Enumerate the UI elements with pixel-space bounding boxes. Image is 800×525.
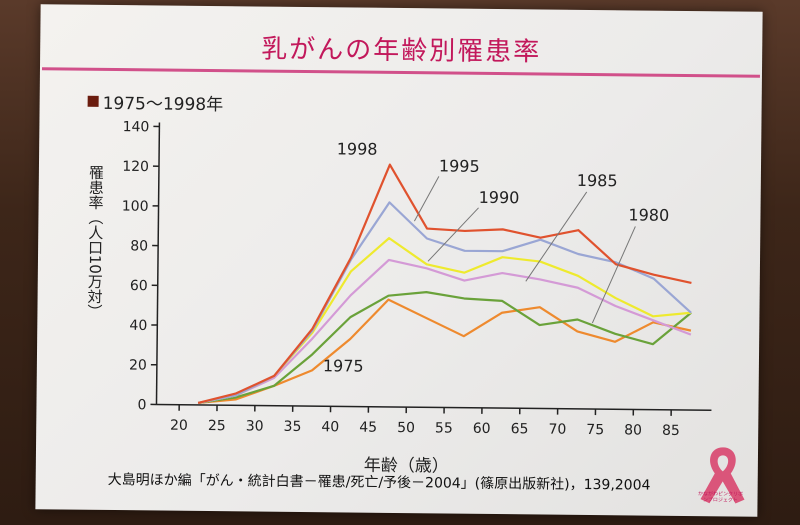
series-line-1980	[197, 291, 692, 405]
x-tick-label: 25	[208, 418, 226, 434]
series-line-1985	[197, 258, 692, 404]
pink-ribbon-icon	[700, 447, 745, 504]
series-line-1990	[197, 237, 692, 404]
x-tick-label: 35	[284, 419, 302, 435]
series-line-1998	[197, 163, 692, 404]
x-tick-label: 45	[359, 420, 377, 436]
annotation-pointer-1985	[525, 191, 588, 282]
x-tick-label: 40	[321, 419, 339, 435]
line-chart: 0 20 40 60 80 100 120 140 20 25 30 35 40 45 50 55 60 65 70…	[122, 119, 712, 439]
y-tick-label: 100	[122, 199, 149, 215]
x-tick-label: 70	[548, 422, 566, 438]
annotation-label-1985: 1985	[577, 171, 618, 190]
x-tick-label: 20	[170, 418, 188, 434]
slide: 乳がんの年齢別罹患率 1975〜1998年 罹患率（人口10万対） 0 20 40 6…	[35, 4, 763, 517]
y-tick-label: 60	[130, 278, 148, 294]
y-tick-label: 0	[137, 397, 146, 413]
annotation-pointer-1990	[427, 207, 479, 262]
x-tick-label: 85	[662, 423, 680, 439]
annotation-label-1990: 1990	[479, 188, 520, 207]
annotation-label-1980: 1980	[628, 205, 669, 224]
x-tick-label: 30	[246, 418, 264, 434]
x-tick-label: 55	[435, 420, 453, 436]
y-tick-label: 140	[123, 119, 150, 135]
annotation-label-1995: 1995	[439, 156, 480, 175]
y-tick-label: 120	[122, 159, 149, 175]
x-tick-label: 75	[586, 422, 604, 438]
x-tick-label: 80	[624, 422, 642, 438]
annotation-label-1998: 1998	[337, 139, 378, 158]
x-tick-label: 50	[397, 420, 415, 436]
annotation-label-1975: 1975	[323, 356, 364, 375]
y-tick-label: 80	[130, 238, 148, 254]
logo-text: かながわピンクリボンプロジェクト	[698, 491, 744, 504]
y-axis	[155, 122, 161, 405]
x-axis	[156, 403, 712, 412]
x-tick-label: 65	[511, 421, 529, 437]
series-line-1975	[198, 298, 692, 405]
x-tick-label: 60	[473, 421, 491, 437]
y-tick-label: 40	[129, 318, 147, 334]
y-tick-label: 20	[129, 357, 147, 373]
annotation-pointer-1995	[413, 176, 440, 222]
annotation-pointer-1980	[591, 226, 636, 324]
